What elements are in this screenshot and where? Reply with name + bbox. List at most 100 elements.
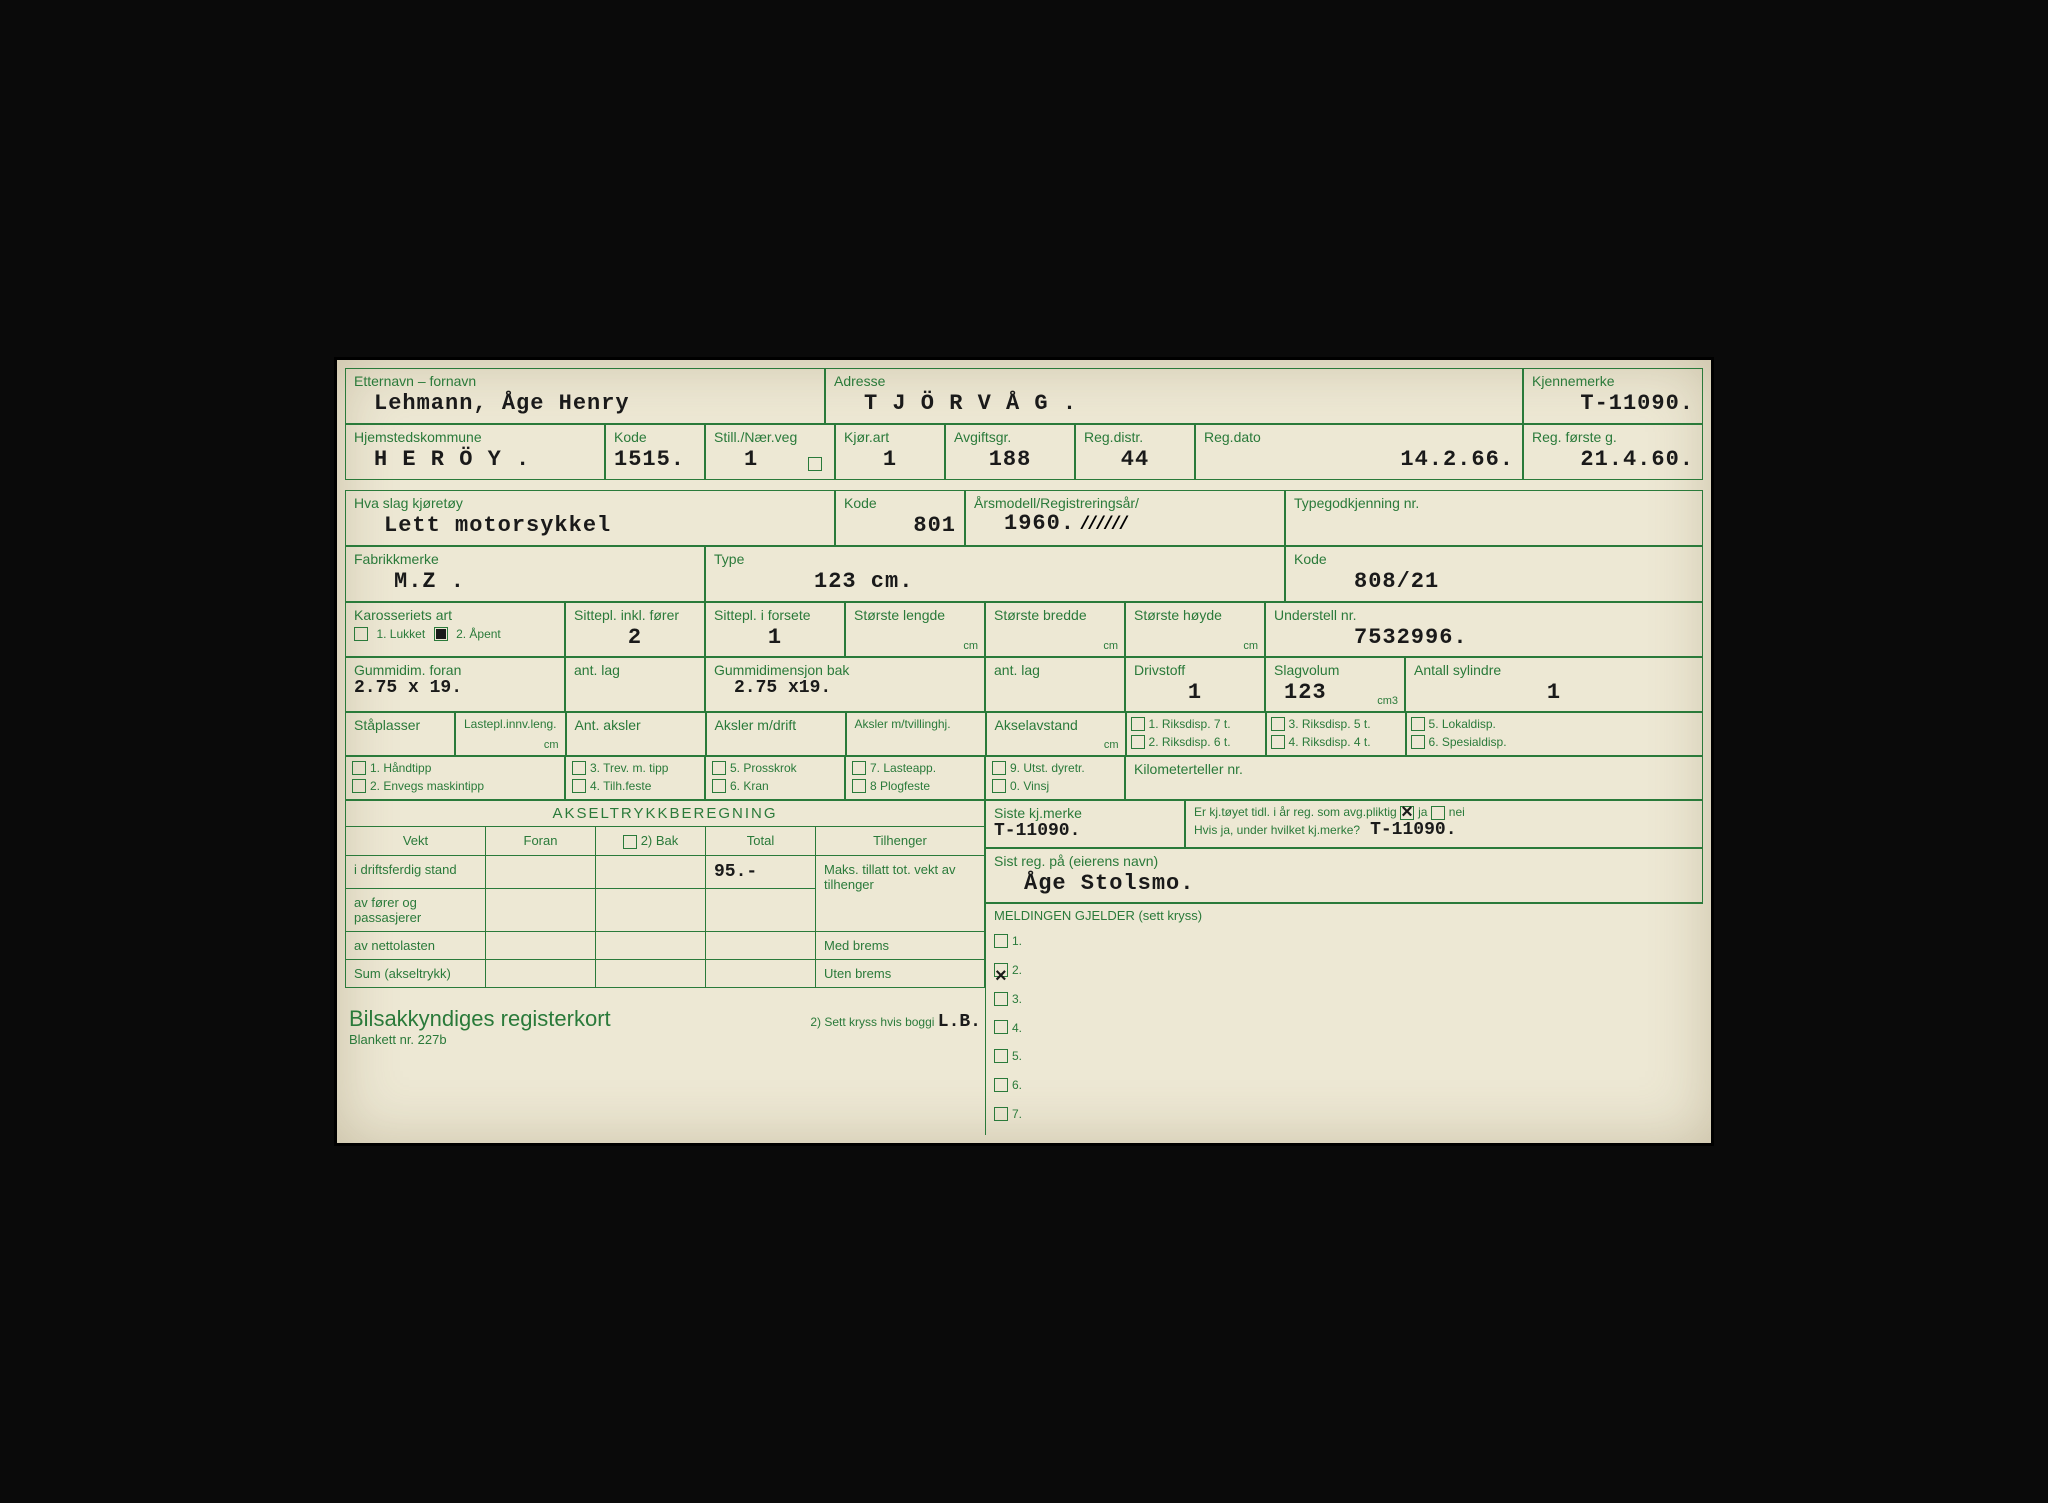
cell-fabrikk: Fabrikkmerke M.Z . [345,546,705,602]
checkbox-envegs [352,779,366,793]
cell-akselavstand: Akselavstand cm [986,712,1126,756]
registration-card: Etternavn – fornavn Lehmann, Åge Henry A… [334,357,1714,1146]
label-antlag1: ant. lag [574,662,696,678]
label-drivstoff: Drivstoff [1134,662,1256,678]
row-avforer: av fører og passasjerer [346,888,486,931]
checkbox-m4 [994,1020,1008,1034]
value-boggi: L.B. [938,1012,981,1032]
cell-regdistr: Reg.distr. 44 [1075,424,1195,480]
row-avnetto: av nettolasten [346,931,486,959]
th-vekt: Vekt [346,827,486,856]
label-prosskrok: 5. Prosskrok [730,761,797,775]
label-regdato: Reg.dato [1204,429,1514,445]
cell-equip-c: 5. Prosskrok 6. Kran [705,756,845,800]
checkbox-spesialdisp [1411,735,1425,749]
th-foran: Foran [486,827,596,856]
cell-lastepl: Lastepl.innv.leng. cm [455,712,566,756]
row-7: Ståplasser Lastepl.innv.leng. cm Ant. ak… [345,712,1703,756]
cell-bredde: Største bredde cm [985,602,1125,657]
cell-staplasser: Ståplasser [345,712,455,756]
label-akslerdrift: Aksler m/drift [715,717,837,733]
cell-akslertvill: Aksler m/tvillinghj. [846,712,986,756]
value-regdistr: 44 [1084,447,1186,472]
label-sitteplf: Sittepl. i forsete [714,607,836,623]
label-trevtipp: 3. Trev. m. tipp [590,761,668,775]
cell-erkjtidl: Er kj.tøyet tidl. i år reg. som avg.plik… [1185,800,1703,848]
label-regdistr: Reg.distr. [1084,429,1186,445]
value-gummiforan: 2.75 x 19. [354,678,462,698]
cell-aksler: Ant. aksler [566,712,706,756]
bottom-section: AKSELTRYKKBEREGNING Vekt Foran 2) Bak To… [345,800,1703,1135]
label-hvisja: Hvis ja, under hvilket kj.merke? [1194,823,1360,837]
cell-riksdisp-a: 1. Riksdisp. 7 t. 2. Riksdisp. 6 t. [1126,712,1266,756]
label-kode2: Kode [844,495,956,511]
cell-regdato: Reg.dato 14.2.66. [1195,424,1523,480]
cell-antlag1: ant. lag [565,657,705,712]
checkbox-kaross1-marked [434,627,448,641]
cell-equip-d: 7. Lasteapp. 8 Plogfeste [845,756,985,800]
cell-equip-b: 3. Trev. m. tipp 4. Tilh.feste [565,756,705,800]
checkbox-handtipp [352,761,366,775]
value-arsmodell: 1960. [1004,511,1075,536]
checkbox-riksdisp6 [1131,735,1145,749]
cell-utenbrems: Uten brems [816,959,985,987]
label-riksdisp7: 1. Riksdisp. 7 t. [1149,717,1231,731]
weight-table: Vekt Foran 2) Bak Total Tilhenger i drif… [345,826,985,988]
label-spesialdisp: 6. Spesialdisp. [1429,735,1507,749]
cell-still: Still./Nær.veg 1 [705,424,835,480]
label-aksler: Ant. aksler [575,717,697,733]
label-typegodk: Typegodkjenning nr. [1294,495,1694,511]
value-sistreg: Åge Stolsmo. [1024,871,1694,896]
label-karosseri: Karosseriets art [354,607,556,623]
right-column: Siste kj.merke T-11090. Er kj.tøyet tidl… [985,800,1703,1135]
checkbox-riksdisp7 [1131,717,1145,731]
label-sistreg: Sist reg. på (eierens navn) [994,853,1694,869]
checkbox-still [808,457,822,471]
label-kode1: Kode [614,429,696,445]
label-arsmodell: Årsmodell/Registreringsår/ [974,495,1276,511]
cell-kmteller: Kilometerteller nr. [1125,756,1703,800]
row-2: Hjemstedskommune H E R Ö Y . Kode 1515. … [345,424,1703,480]
th-bak: 2) Bak [641,833,679,848]
cell-hvaslag: Hva slag kjøretøy Lett motorsykkel [345,490,835,546]
checkbox-bak2 [623,835,637,849]
row-idrift: i driftsferdig stand [346,855,486,888]
checkbox-m2 [994,963,1008,977]
label-akselavstand: Akselavstand [995,717,1117,733]
checkbox-kaross1 [354,627,368,641]
akseltrykk-title: AKSELTRYKKBEREGNING [345,800,985,826]
value-kode1: 1515. [614,447,696,472]
th-total: Total [706,827,816,856]
checkbox-m5 [994,1049,1008,1063]
cell-sistreg: Sist reg. på (eierens navn) Åge Stolsmo. [985,848,1703,903]
label-antlag2: ant. lag [994,662,1116,678]
checkbox-riksdisp4 [1271,735,1285,749]
value-fabrikk: M.Z . [394,569,696,594]
value-kode3: 808/21 [1354,569,1694,594]
cell-drivstoff: Drivstoff 1 [1125,657,1265,712]
label-sylindre: Antall sylindre [1414,662,1694,678]
cell-sylindre: Antall sylindre 1 [1405,657,1703,712]
label-kaross2: 2. Åpent [456,627,501,641]
value-understell: 7532996. [1354,625,1694,650]
label-gummibak: Gummidimensjon bak [714,662,976,678]
cell-kjorart: Kjør.art 1 [835,424,945,480]
label-handtipp: 1. Håndtipp [370,761,431,775]
checkbox-prosskrok [712,761,726,775]
footer-sub: Blankett nr. 227b [349,1032,611,1047]
row-8: 1. Håndtipp 2. Envegs maskintipp 3. Trev… [345,756,1703,800]
cell-sistekj: Siste kj.merke T-11090. [985,800,1185,848]
label-kaross1: 1. Lukket [376,627,425,641]
value-drivstoff: 1 [1134,680,1256,705]
label-erkjtidl: Er kj.tøyet tidl. i år reg. som avg.plik… [1194,805,1397,819]
cell-kode3: Kode 808/21 [1285,546,1703,602]
row-6: Gummidim. foran 2.75 x 19. ant. lag Gumm… [345,657,1703,712]
checkbox-m1 [994,934,1008,948]
cell-type: Type 123 cm. [705,546,1285,602]
cell-lengde: Største lengde cm [845,602,985,657]
cell-meldingen: MELDINGEN GJELDER (sett kryss) 1. 2. 3. … [985,903,1703,1135]
value-regforste: 21.4.60. [1532,447,1694,472]
cell-gummiforan: Gummidim. foran 2.75 x 19. [345,657,565,712]
cell-sittepl: Sittepl. inkl. fører 2 [565,602,705,657]
cell-medbrems: Med brems [816,931,985,959]
